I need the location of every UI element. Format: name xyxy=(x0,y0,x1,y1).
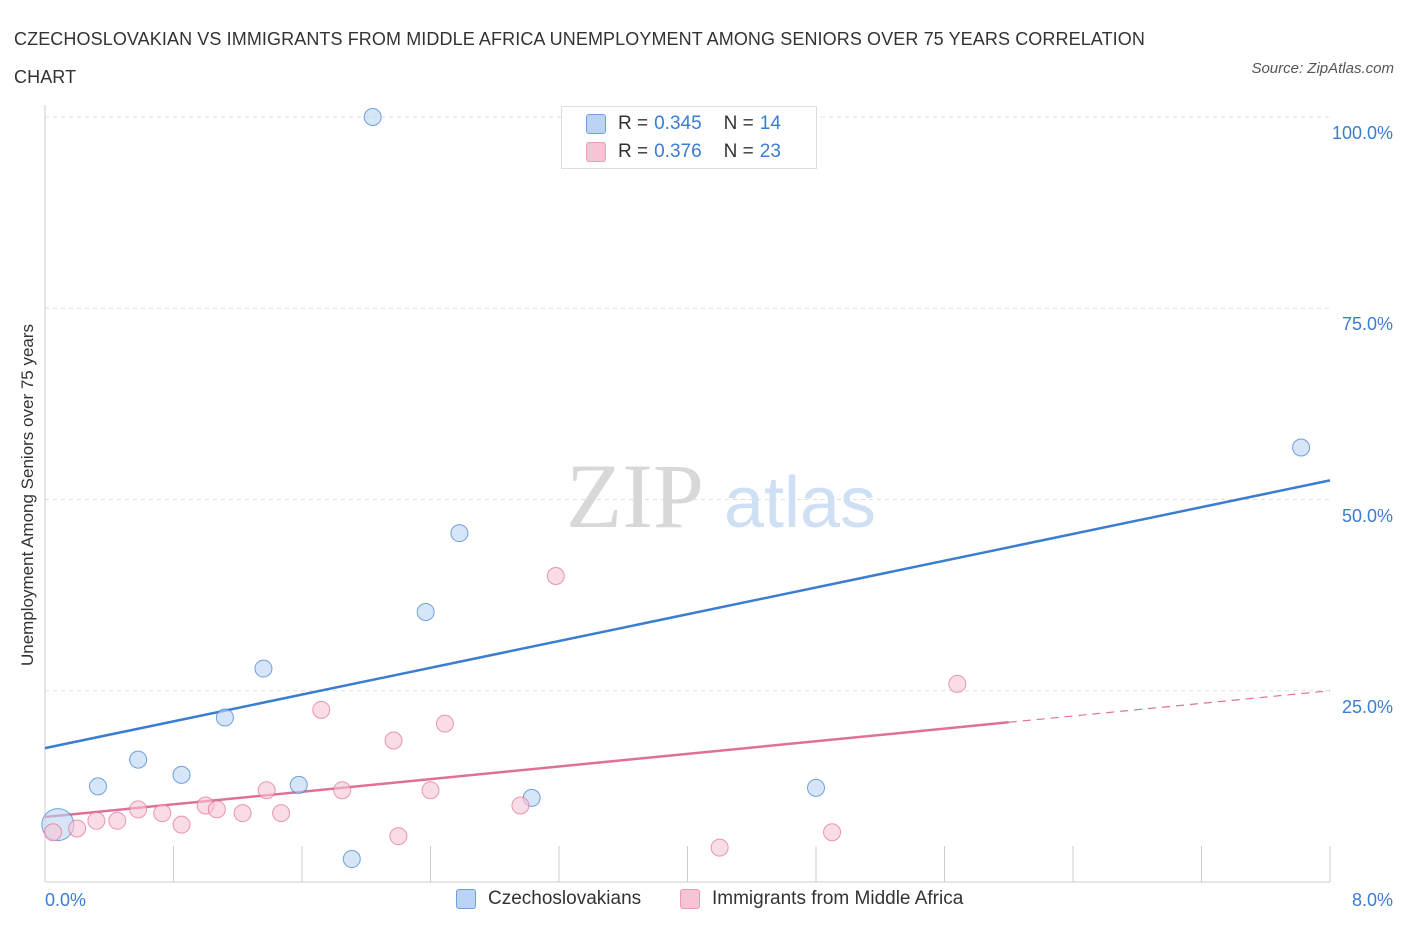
point-middle-africa xyxy=(389,827,408,846)
point-middle-africa xyxy=(710,838,729,857)
legend-r-label: R = xyxy=(618,141,649,162)
point-czechoslovakians xyxy=(129,750,148,769)
point-czechoslovakians xyxy=(254,659,273,678)
point-middle-africa xyxy=(68,819,87,838)
axes xyxy=(44,105,1331,883)
legend-swatch-blue xyxy=(456,889,476,909)
series-legend-czechoslovakians: Czechoslovakians xyxy=(456,888,641,910)
point-middle-africa xyxy=(384,731,403,750)
legend-r-value: 0.345 xyxy=(654,113,702,134)
trendline-dashed xyxy=(1008,690,1331,723)
point-middle-africa xyxy=(421,781,440,800)
legend-label: Immigrants from Middle Africa xyxy=(712,888,964,909)
point-middle-africa xyxy=(435,714,454,733)
point-middle-africa xyxy=(172,815,191,834)
point-czechoslovakians xyxy=(89,777,108,796)
legend-swatch-pink xyxy=(586,142,606,162)
legend-swatch-pink xyxy=(680,889,700,909)
series-legend-middle-africa: Immigrants from Middle Africa xyxy=(680,888,963,910)
legend-n-value: 14 xyxy=(759,113,781,134)
point-middle-africa xyxy=(312,700,331,719)
x-tick-label-max: 8.0% xyxy=(1351,890,1393,910)
point-czechoslovakians xyxy=(289,775,308,794)
y-tick-label: 25.0% xyxy=(1341,696,1393,717)
point-middle-africa xyxy=(546,567,565,585)
correlation-legend: R = 0.345 N = 14 R = 0.376 N = 23 xyxy=(561,106,817,169)
point-middle-africa xyxy=(823,823,842,842)
point-czechoslovakians xyxy=(1292,438,1311,457)
point-middle-africa xyxy=(108,811,127,830)
point-middle-africa xyxy=(129,800,148,819)
point-middle-africa xyxy=(87,811,106,830)
watermark: ZIP atlas xyxy=(566,445,876,547)
point-middle-africa xyxy=(207,800,226,819)
point-czechoslovakians xyxy=(450,524,469,543)
y-tick-label: 50.0% xyxy=(1341,505,1393,526)
watermark-atlas: atlas xyxy=(724,463,876,543)
legend-row-czechoslovakians: R = 0.345 N = 14 xyxy=(586,110,781,138)
data-points xyxy=(41,108,1311,869)
point-czechoslovakians xyxy=(363,108,382,126)
watermark-zip: ZIP xyxy=(566,445,704,547)
legend-r-value: 0.376 xyxy=(654,141,702,162)
legend-swatch-blue xyxy=(586,114,606,134)
y-tick-label: 75.0% xyxy=(1341,314,1393,335)
legend-r-label: R = xyxy=(618,113,649,134)
x-tick-label-min: 0.0% xyxy=(45,890,87,910)
point-czechoslovakians xyxy=(342,850,361,869)
legend-label: Czechoslovakians xyxy=(488,888,642,909)
trendline xyxy=(44,479,1331,750)
point-middle-africa xyxy=(511,796,530,815)
point-czechoslovakians xyxy=(215,708,234,727)
legend-n-value: 23 xyxy=(759,141,781,162)
point-middle-africa xyxy=(257,781,276,800)
legend-row-middle-africa: R = 0.376 N = 23 xyxy=(586,138,781,166)
point-middle-africa xyxy=(333,781,352,800)
point-middle-africa xyxy=(233,804,252,823)
legend-n-label: N = xyxy=(723,113,754,134)
grid xyxy=(45,116,1330,692)
point-middle-africa xyxy=(272,804,291,823)
point-czechoslovakians xyxy=(172,765,191,784)
legend-n-label: N = xyxy=(723,141,754,162)
point-middle-africa xyxy=(948,674,967,693)
point-middle-africa xyxy=(153,804,172,823)
point-middle-africa xyxy=(44,823,63,842)
point-czechoslovakians xyxy=(416,602,435,621)
point-czechoslovakians xyxy=(807,778,825,797)
source-label: Source: ZipAtlas.com xyxy=(1251,60,1394,77)
chart-title: CZECHOSLOVAKIAN VS IMMIGRANTS FROM MIDDL… xyxy=(14,29,1145,87)
y-tick-label: 100.0% xyxy=(1331,123,1393,143)
